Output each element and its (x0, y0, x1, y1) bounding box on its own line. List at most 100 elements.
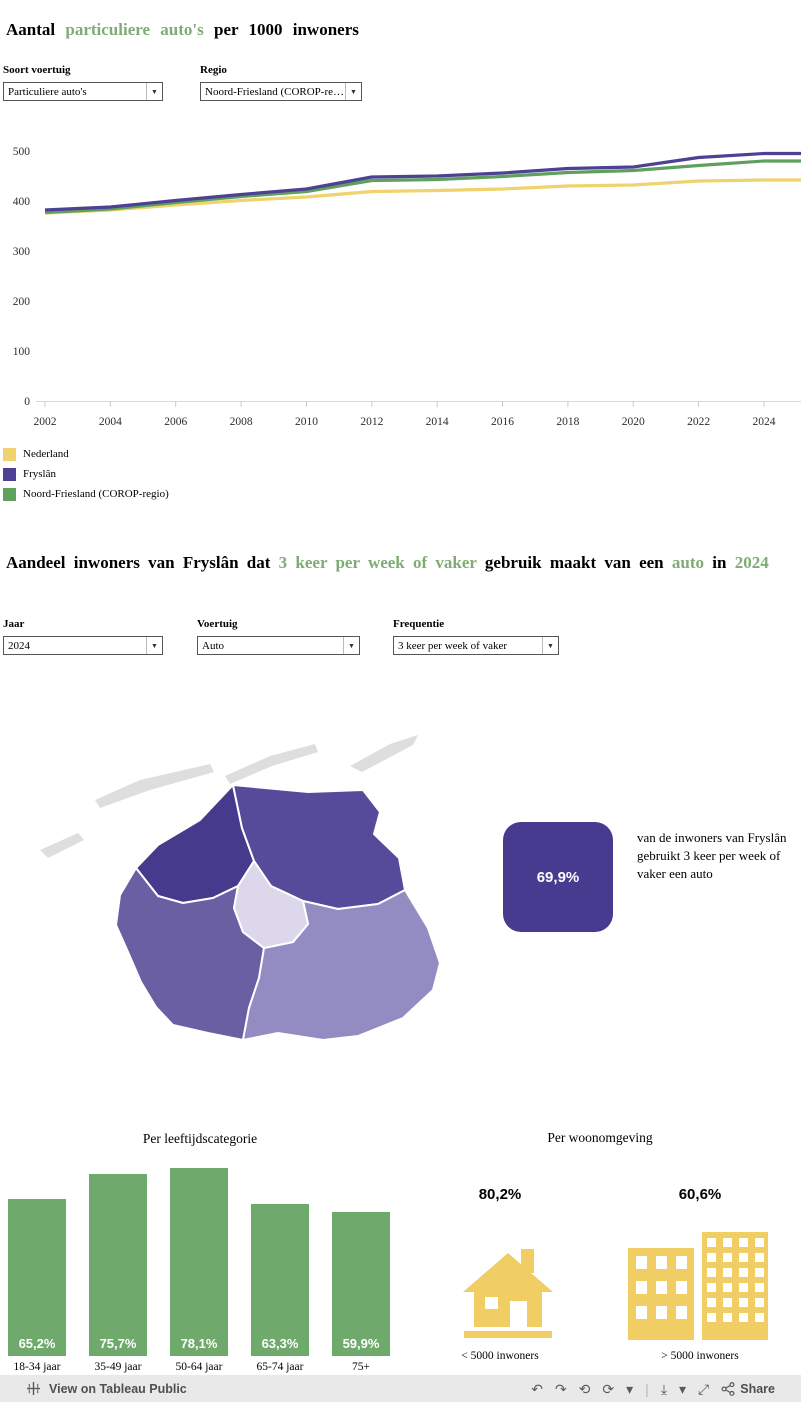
share-button[interactable]: Share (721, 1382, 775, 1396)
island-shape (95, 764, 214, 808)
filter-jaar[interactable]: 2024 ▼ (3, 636, 163, 655)
age-bar[interactable]: 65,2% 18-34 jaar (8, 1160, 66, 1373)
filter-value: 2024 (8, 639, 30, 652)
kpi-value: 69,9% (536, 868, 580, 886)
age-bar[interactable]: 75,7% 35-49 jaar (89, 1160, 147, 1373)
tableau-logo-icon (26, 1381, 41, 1396)
redo-icon[interactable]: ↷ (554, 1380, 567, 1397)
environment-title: Per woonomgeving (547, 1130, 653, 1145)
bar-value-label: 59,9% (342, 1336, 380, 1351)
bar-category-label: 65-74 jaar (256, 1361, 304, 1373)
svg-text:2004: 2004 (99, 416, 122, 428)
bar-value-label: 63,3% (261, 1336, 299, 1351)
legend-label: Nederland (23, 448, 69, 460)
filter-value: 3 keer per week of vaker (398, 639, 508, 652)
filter-label-voertuig: Voertuig (197, 618, 238, 630)
revert-icon[interactable]: ⟲ (578, 1380, 591, 1397)
svg-text:2006: 2006 (164, 416, 187, 428)
chevron-down-icon: ▼ (146, 637, 162, 654)
legend-swatch (3, 487, 16, 501)
bar-value-label: 65,2% (18, 1336, 56, 1351)
svg-text:2016: 2016 (491, 416, 514, 428)
island-shape (350, 735, 418, 772)
legend-item[interactable]: Fryslân (3, 464, 169, 484)
filter-frequentie[interactable]: 3 keer per week of vaker ▼ (393, 636, 559, 655)
svg-text:2014: 2014 (426, 416, 449, 428)
environment-value: 80,2% (478, 1186, 522, 1203)
fryslan-map[interactable] (10, 728, 450, 1063)
svg-text:400: 400 (13, 196, 31, 208)
bar-value-label: 75,7% (99, 1336, 137, 1351)
download-icon[interactable]: ⤓ (660, 1380, 668, 1397)
share-icon (721, 1381, 735, 1396)
svg-text:2020: 2020 (622, 416, 645, 428)
age-bar-chart: 65,2% 18-34 jaar 75,7% 35-49 jaar 78,1% 50-64… (8, 1160, 394, 1373)
age-bar[interactable]: 59,9% 75+ (332, 1160, 390, 1373)
environment-label: < 5000 inwoners (461, 1350, 539, 1362)
svg-text:100: 100 (13, 346, 31, 358)
refresh-icon[interactable]: ⟳ (602, 1380, 615, 1397)
legend-item[interactable]: Nederland (3, 444, 169, 464)
environment-label: > 5000 inwoners (661, 1350, 739, 1362)
chevron-down-icon: ▼ (345, 83, 361, 100)
island-shape (225, 744, 318, 784)
bar-category-label: 75+ (352, 1361, 370, 1373)
caret-down-icon[interactable]: ▾ (626, 1380, 634, 1397)
bar-category-label: 35-49 jaar (94, 1361, 142, 1373)
map-region-center[interactable] (233, 860, 309, 949)
bar-value-label: 78,1% (180, 1336, 218, 1351)
svg-text:2010: 2010 (295, 416, 318, 428)
svg-text:2008: 2008 (230, 416, 253, 428)
view-on-tableau[interactable]: View on Tableau Public (26, 1381, 187, 1396)
kpi-card[interactable]: 69,9% (503, 822, 613, 932)
chart-legend: Nederland Fryslân Noord-Friesland (COROP-r… (3, 444, 169, 504)
filter-soort-voertuig[interactable]: Particuliere auto's ▼ (3, 82, 163, 101)
legend-swatch (3, 467, 16, 481)
svg-text:200: 200 (13, 296, 31, 308)
chevron-down-icon: ▼ (343, 637, 359, 654)
filter-label-regio: Regio (200, 64, 227, 76)
filter-value: Auto (202, 639, 224, 652)
page-title: Aantal particuliere auto's per 1000 inwo… (6, 20, 359, 40)
share-label: Share (740, 1381, 775, 1396)
legend-swatch (3, 447, 16, 461)
legend-item[interactable]: Noord-Friesland (COROP-regio) (3, 484, 169, 504)
buildings-icon[interactable] (628, 1222, 773, 1342)
bar-category-label: 18-34 jaar (13, 1361, 61, 1373)
section-title: Aandeel inwoners van Fryslân dat 3 keer … (6, 553, 769, 573)
caret-down-icon[interactable]: ▾ (679, 1380, 687, 1397)
bar-category-label: 50-64 jaar (175, 1361, 223, 1373)
svg-text:500: 500 (13, 146, 31, 158)
legend-label: Fryslân (23, 468, 56, 480)
house-icon[interactable] (460, 1240, 556, 1340)
filter-label-jaar: Jaar (3, 618, 25, 630)
age-chart-title: Per leeftijdscategorie (142, 1131, 258, 1146)
svg-text:2022: 2022 (687, 416, 710, 428)
filter-label-frequentie: Frequentie (393, 618, 445, 630)
svg-text:2012: 2012 (360, 416, 383, 428)
separator: | (645, 1380, 649, 1397)
filter-value: Particuliere auto's (8, 85, 87, 98)
svg-text:2002: 2002 (34, 416, 57, 428)
svg-text:2024: 2024 (753, 416, 776, 428)
view-on-tableau-label: View on Tableau Public (49, 1381, 187, 1396)
filter-value: Noord-Friesland (COROP-re… (205, 85, 345, 98)
filter-regio[interactable]: Noord-Friesland (COROP-re… ▼ (200, 82, 362, 101)
chevron-down-icon: ▼ (146, 83, 162, 100)
age-bar[interactable]: 78,1% 50-64 jaar (170, 1160, 228, 1373)
filter-label-soort-voertuig: Soort voertuig (3, 64, 71, 76)
age-bar[interactable]: 63,3% 65-74 jaar (251, 1160, 309, 1373)
island-shape (40, 833, 84, 858)
filter-voertuig[interactable]: Auto ▼ (197, 636, 360, 655)
svg-text:2018: 2018 (556, 416, 579, 428)
undo-icon[interactable]: ↶ (531, 1380, 543, 1397)
tableau-toolbar: View on Tableau Public ↶ ↷ ⟲ ⟳ ▾ | ⤓ ▾ ⤢ Share (0, 1375, 801, 1402)
line-chart[interactable]: 2002 2004 2006 2008 2010 2012 2014 2016 2018 2020… (0, 128, 801, 428)
legend-label: Noord-Friesland (COROP-regio) (23, 488, 169, 500)
fullscreen-icon[interactable]: ⤢ (698, 1380, 710, 1397)
environment-value: 60,6% (678, 1186, 722, 1203)
toolbar-icons: ↶ ↷ ⟲ ⟳ ▾ | ⤓ ▾ ⤢ (531, 1382, 709, 1396)
kpi-description: van de inwoners van Fryslân gebruikt 3 k… (637, 830, 787, 882)
svg-text:300: 300 (13, 246, 31, 258)
